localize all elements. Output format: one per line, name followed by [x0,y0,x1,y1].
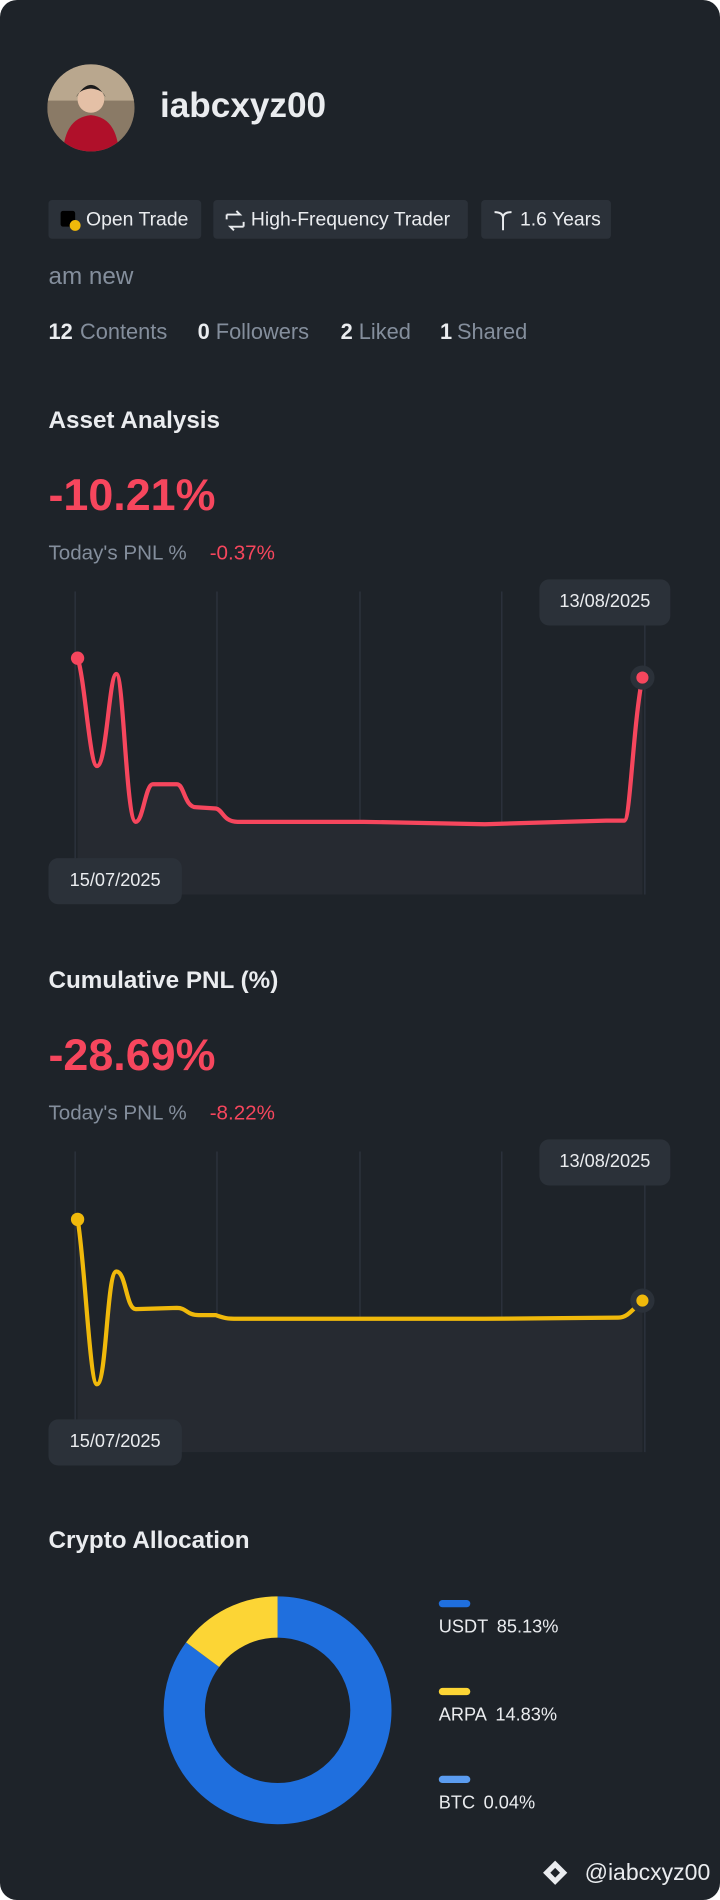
section-title: Crypto Allocation [48,1527,249,1554]
tag-icon [225,210,245,231]
tag-label: High-Frequency Trader [251,209,451,231]
start-date: 15/07/2025 [70,870,161,890]
area [77,658,643,895]
legend-name: BTC [439,1792,475,1812]
stat-count: 0 [198,319,210,344]
tooltip [48,1419,182,1466]
legend-value: 85.13% [497,1617,559,1637]
section-title: Cumulative PNL (%) [48,967,278,994]
legend-value: 14.83% [495,1705,557,1725]
donut [163,1596,392,1825]
legend-swatch [438,1775,471,1784]
legend-value: 0.04% [484,1792,536,1812]
end-date: 13/08/2025 [559,591,650,611]
username: iabcxyz00 [160,86,326,125]
start-dot [70,1212,85,1227]
tooltip [539,1139,671,1186]
start-dot [70,651,85,665]
stat-label[interactable]: Shared [457,319,527,344]
watermark-text: @iabcxyz00 [585,1859,711,1885]
legend-swatch [438,1600,471,1608]
tag-icon [494,211,512,231]
stat-label[interactable]: Followers [216,319,309,344]
stat-count: 2 [341,319,353,344]
tag-label: 1.6 Years [520,209,601,231]
bio: am new [48,263,133,290]
legend-name: ARPA [439,1705,488,1725]
tooltip [539,579,671,626]
watermark: @iabcxyz00 [543,1859,710,1885]
chart: 13/08/2025 15/07/2025 [48,579,671,905]
today-label: Today's PNL % [48,541,186,564]
avatar [47,64,135,152]
headline-value: -10.21% [48,469,215,520]
tag[interactable] [213,200,468,239]
legend-swatch [438,1687,471,1696]
end-date: 13/08/2025 [559,1151,650,1171]
headline-value: -28.69% [48,1029,215,1080]
tag[interactable] [481,200,611,239]
stat-count: 1 [440,319,452,344]
chart: 13/08/2025 15/07/2025 [48,1139,671,1466]
tags: Open Trade High-Frequency Trader 1.6 Yea… [48,200,611,239]
today-value: -0.37% [210,541,275,564]
area [77,1219,643,1453]
stats: 12 Contents 0 Followers 2 Liked 1 Shared [48,319,527,344]
stat-label[interactable]: Contents [80,319,167,344]
end-dot [636,1294,649,1307]
legend-name: USDT [439,1617,488,1637]
tooltip [48,858,182,905]
tag-label: Open Trade [86,209,188,231]
end-dot [636,671,649,684]
start-date: 15/07/2025 [70,1431,161,1451]
today-label: Today's PNL % [48,1101,186,1124]
today-value: -8.22% [210,1101,275,1124]
tag-icon [69,220,81,231]
stat-count: 12 [48,319,72,344]
pnl-line [75,657,645,827]
donut-segment [163,1596,392,1825]
tag[interactable] [48,200,202,239]
legend: USDT 85.13% ARPA 14.83% BTC 0.04% [438,1600,559,1812]
pnl-line [75,1219,644,1387]
stat-label[interactable]: Liked [359,319,411,344]
section-title: Asset Analysis [48,407,220,434]
